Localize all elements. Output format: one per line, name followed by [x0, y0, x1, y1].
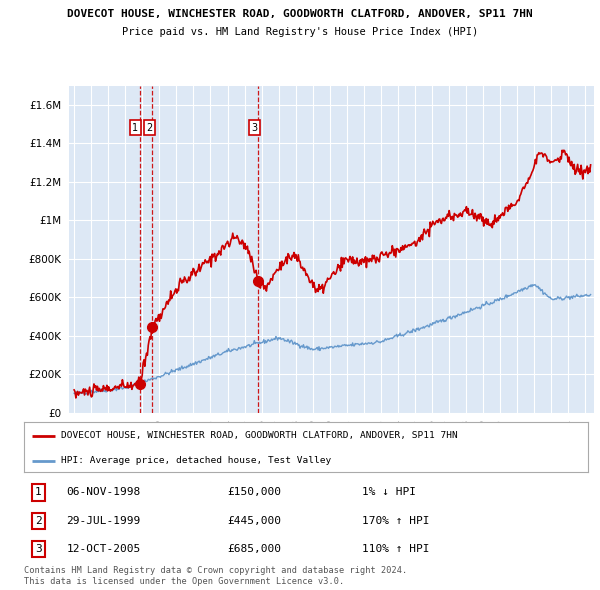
Text: 2: 2	[146, 123, 152, 133]
Text: £685,000: £685,000	[227, 544, 281, 554]
Text: 170% ↑ HPI: 170% ↑ HPI	[362, 516, 430, 526]
Text: 1% ↓ HPI: 1% ↓ HPI	[362, 487, 416, 497]
Text: HPI: Average price, detached house, Test Valley: HPI: Average price, detached house, Test…	[61, 457, 331, 466]
Text: 06-NOV-1998: 06-NOV-1998	[66, 487, 140, 497]
Text: 1: 1	[35, 487, 41, 497]
Text: 29-JUL-1999: 29-JUL-1999	[66, 516, 140, 526]
Text: 1: 1	[133, 123, 139, 133]
Text: 3: 3	[252, 123, 258, 133]
Text: 110% ↑ HPI: 110% ↑ HPI	[362, 544, 430, 554]
Text: DOVECOT HOUSE, WINCHESTER ROAD, GOODWORTH CLATFORD, ANDOVER, SP11 7HN: DOVECOT HOUSE, WINCHESTER ROAD, GOODWORT…	[67, 9, 533, 19]
Text: 2: 2	[35, 516, 41, 526]
Text: 3: 3	[35, 544, 41, 554]
Text: Contains HM Land Registry data © Crown copyright and database right 2024.
This d: Contains HM Land Registry data © Crown c…	[24, 566, 407, 586]
Text: Price paid vs. HM Land Registry's House Price Index (HPI): Price paid vs. HM Land Registry's House …	[122, 27, 478, 37]
Text: £150,000: £150,000	[227, 487, 281, 497]
Text: 12-OCT-2005: 12-OCT-2005	[66, 544, 140, 554]
Text: DOVECOT HOUSE, WINCHESTER ROAD, GOODWORTH CLATFORD, ANDOVER, SP11 7HN: DOVECOT HOUSE, WINCHESTER ROAD, GOODWORT…	[61, 431, 457, 440]
Text: £445,000: £445,000	[227, 516, 281, 526]
